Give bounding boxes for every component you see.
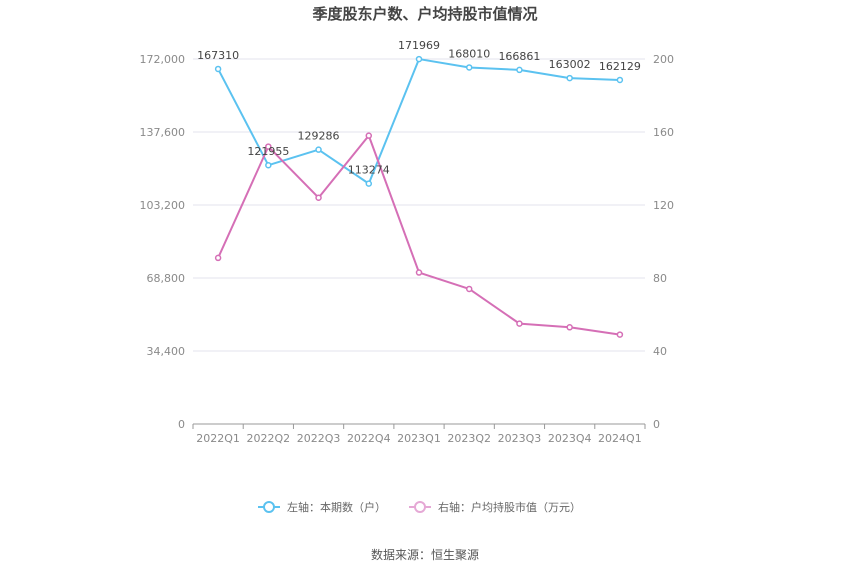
right-tick-label: 120 xyxy=(653,199,674,212)
x-tick-label: 2022Q3 xyxy=(297,432,341,445)
data-point-series-1[interactable] xyxy=(465,285,473,293)
data-point-series-1[interactable] xyxy=(265,143,272,150)
left-tick-label: 68,800 xyxy=(147,272,186,285)
data-point-series-0[interactable] xyxy=(516,66,523,74)
data-point-series-0[interactable] xyxy=(616,76,624,84)
legend-label-series-1: 右轴：户均持股市值（万元） xyxy=(438,500,581,514)
series-line-0 xyxy=(217,58,620,185)
data-point-series-0[interactable] xyxy=(566,74,573,82)
series-points xyxy=(214,55,624,338)
x-tick-label: 2023Q2 xyxy=(447,432,491,445)
x-tick-label: 2023Q3 xyxy=(498,432,542,445)
legend-marker-series-1 xyxy=(414,501,426,513)
right-tick-label: 0 xyxy=(653,418,660,431)
data-point-series-1[interactable] xyxy=(365,132,373,139)
series-lines xyxy=(217,58,621,336)
x-tick-label: 2023Q4 xyxy=(548,432,592,445)
x-tick-label: 2024Q1 xyxy=(598,432,642,445)
data-point-series-1[interactable] xyxy=(516,320,523,327)
source-note: 数据来源：恒生聚源 xyxy=(371,547,479,562)
data-point-series-1[interactable] xyxy=(566,324,573,331)
data-point-series-1[interactable] xyxy=(315,194,322,201)
data-point-series-0[interactable] xyxy=(265,161,272,169)
data-point-series-0[interactable] xyxy=(214,65,222,73)
left-axis-ticks: 0 34,400 68,800 103,200 137,600 172,000 xyxy=(140,53,186,431)
series-line-1 xyxy=(217,134,621,336)
right-tick-label: 40 xyxy=(653,345,667,358)
chart-title: 季度股东户数、户均持股市值情况 xyxy=(312,5,537,23)
left-tick-label: 172,000 xyxy=(140,53,186,66)
data-label-series-0: 163002 xyxy=(549,58,591,71)
data-label-series-0: 166861 xyxy=(498,50,540,63)
right-tick-label: 160 xyxy=(653,126,674,139)
x-tick-label: 2022Q4 xyxy=(347,432,391,445)
data-point-series-0[interactable] xyxy=(415,55,423,63)
data-label-series-0: 113274 xyxy=(348,164,390,177)
right-tick-label: 200 xyxy=(653,53,674,66)
data-label-series-0: 171969 xyxy=(398,39,440,52)
left-tick-label: 137,600 xyxy=(140,126,186,139)
legend-label-series-0: 左轴：本期数（户） xyxy=(287,500,386,514)
legend-item-series-0[interactable]: 左轴：本期数（户） xyxy=(258,500,386,514)
data-point-series-0[interactable] xyxy=(365,180,373,187)
data-point-series-0[interactable] xyxy=(465,64,473,71)
legend-marker-series-0 xyxy=(263,501,275,513)
data-label-series-0: 167310 xyxy=(197,49,239,62)
legend-item-series-1[interactable]: 右轴：户均持股市值（万元） xyxy=(409,500,581,514)
data-point-series-1[interactable] xyxy=(415,269,423,276)
left-tick-label: 103,200 xyxy=(140,199,186,212)
right-tick-label: 80 xyxy=(653,272,667,285)
data-point-series-0[interactable] xyxy=(315,146,322,153)
x-tick-label: 2022Q2 xyxy=(247,432,291,445)
data-label-series-0: 168010 xyxy=(448,47,490,60)
x-tick-label: 2022Q1 xyxy=(196,432,240,445)
data-point-series-1[interactable] xyxy=(616,331,624,338)
data-labels: 167310 121955 129286 113274 171969 168010 1668… xyxy=(197,39,641,177)
x-axis: 2022Q1 2022Q2 2022Q3 2022Q4 2023Q1 2023Q2 2023… xyxy=(192,423,646,445)
data-label-series-0: 162129 xyxy=(599,60,641,73)
legend: 左轴：本期数（户） 右轴：户均持股市值（万元） xyxy=(258,500,581,514)
x-tick-label: 2023Q1 xyxy=(397,432,441,445)
grid-lines xyxy=(193,58,645,352)
left-tick-label: 34,400 xyxy=(147,345,186,358)
data-point-series-1[interactable] xyxy=(214,254,222,262)
left-tick-label: 0 xyxy=(178,418,185,431)
data-label-series-0: 129286 xyxy=(298,130,340,143)
data-label-series-0: 121955 xyxy=(247,145,289,158)
right-axis-ticks: 0 40 80 120 160 200 xyxy=(653,53,674,431)
